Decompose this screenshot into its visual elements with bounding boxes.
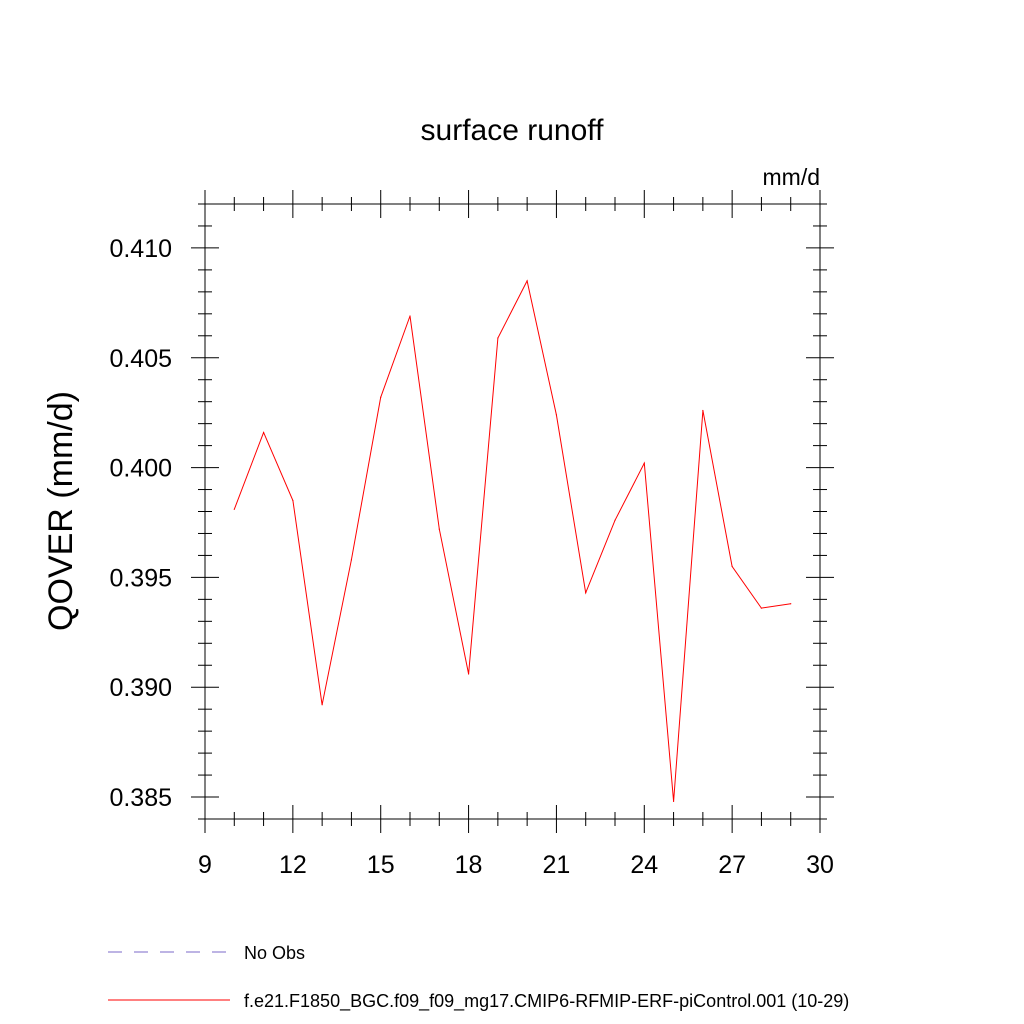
legend: No Obs f.e21.F1850_BGC.f09_f09_mg17.CMIP6…	[108, 943, 849, 1012]
data-point	[292, 499, 294, 502]
plot-frame	[204, 203, 821, 820]
legend-label: No Obs	[244, 943, 305, 963]
x-tick-label: 9	[198, 851, 212, 879]
data-point	[672, 800, 675, 803]
data-point	[585, 592, 587, 594]
x-tick-label: 18	[455, 851, 483, 879]
y-axis-label: QOVER (mm/d)	[42, 391, 80, 631]
data-point	[321, 704, 323, 706]
data-point	[233, 508, 235, 510]
x-tick-label: 21	[543, 851, 571, 879]
data-point	[555, 414, 558, 416]
data-point	[614, 519, 616, 521]
data-point	[350, 559, 353, 561]
data-point	[467, 673, 470, 675]
data-point	[438, 528, 440, 530]
data-point	[760, 607, 763, 609]
legend-label: f.e21.F1850_BGC.f09_f09_mg17.CMIP6-RFMIP…	[244, 991, 849, 1012]
data-point	[643, 462, 645, 464]
y-tick-label: 0.385	[109, 784, 172, 812]
data-point	[702, 409, 704, 412]
x-tick-label: 15	[367, 851, 395, 879]
series-line	[233, 279, 791, 802]
data-point	[790, 603, 792, 605]
data-point	[409, 315, 411, 317]
units-label: mm/d	[763, 164, 821, 190]
plot-area: 9 12 15 18 21 24 27 30 0.385 0.390 0.395 0.400 0.405…	[109, 190, 834, 879]
y-tick-label: 0.405	[109, 345, 172, 373]
chart-title: surface runoff	[421, 114, 605, 147]
data-point	[380, 396, 382, 398]
y-tick-label: 0.410	[109, 235, 172, 263]
data-point	[526, 280, 528, 282]
x-tick-label: 30	[806, 851, 834, 879]
x-tick-label: 24	[630, 851, 658, 879]
data-point	[262, 431, 265, 434]
x-tick-label: 12	[279, 851, 307, 879]
x-tick-label: 27	[718, 851, 746, 879]
y-tick-label: 0.400	[109, 455, 172, 483]
data-point	[731, 565, 733, 568]
y-tick-label: 0.390	[109, 674, 172, 702]
y-tick-label: 0.395	[109, 564, 172, 592]
data-point	[497, 337, 499, 339]
